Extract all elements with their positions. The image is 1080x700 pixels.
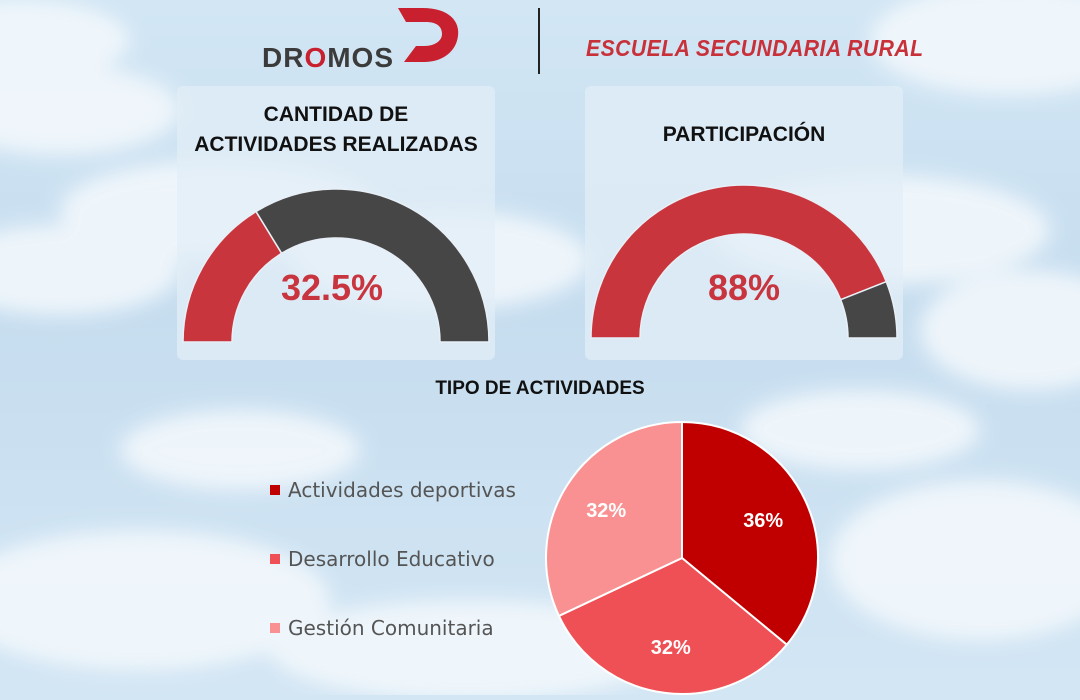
- school-title: ESCUELA SECUNDARIA RURAL: [586, 35, 924, 61]
- gauge-remaining-arc: [255, 188, 490, 343]
- pie-slice: [545, 420, 683, 618]
- gauge-title: CANTIDAD DE ACTIVIDADES REALIZADAS: [177, 100, 495, 160]
- gauge-chart-participation: [590, 184, 898, 339]
- legend-swatch: [270, 554, 280, 564]
- dromos-logo: DROMOS: [262, 6, 462, 73]
- gauge-value-participation: 88%: [707, 267, 781, 308]
- gauge-remaining-arc: [839, 280, 898, 339]
- pie-section-title: TIPO DE ACTIVIDADES: [435, 378, 645, 399]
- pie-data-label: 32%: [651, 637, 691, 659]
- logo-emblem-icon: [398, 8, 459, 62]
- gauge-value-activities: 32.5%: [280, 267, 384, 308]
- pie-slice: [681, 420, 819, 647]
- logo-wordmark: DROMOS: [262, 42, 395, 73]
- pie-chart-activity-types: 36% 32% 32%: [545, 420, 819, 695]
- legend-swatch: [270, 485, 280, 495]
- legend-label: Desarrollo Educativo: [288, 547, 495, 571]
- pie-data-label: 32%: [586, 500, 626, 522]
- legend-label: Gestión Comunitaria: [288, 616, 494, 640]
- pie-slice: [557, 556, 789, 695]
- gauge-chart-activities: [182, 188, 490, 343]
- legend-swatch: [270, 623, 280, 633]
- gauge-title-line: ACTIVIDADES REALIZADAS: [194, 133, 478, 156]
- header-divider: [538, 8, 540, 74]
- gauge-value-arc: [590, 184, 888, 339]
- legend-label: Actividades deportivas: [288, 478, 516, 502]
- gauge-title: PARTICIPACIÓN: [585, 120, 903, 150]
- pie-data-label: 36%: [743, 510, 783, 532]
- gauge-title-line: CANTIDAD DE: [263, 103, 409, 126]
- gauge-title-line: PARTICIPACIÓN: [662, 123, 826, 146]
